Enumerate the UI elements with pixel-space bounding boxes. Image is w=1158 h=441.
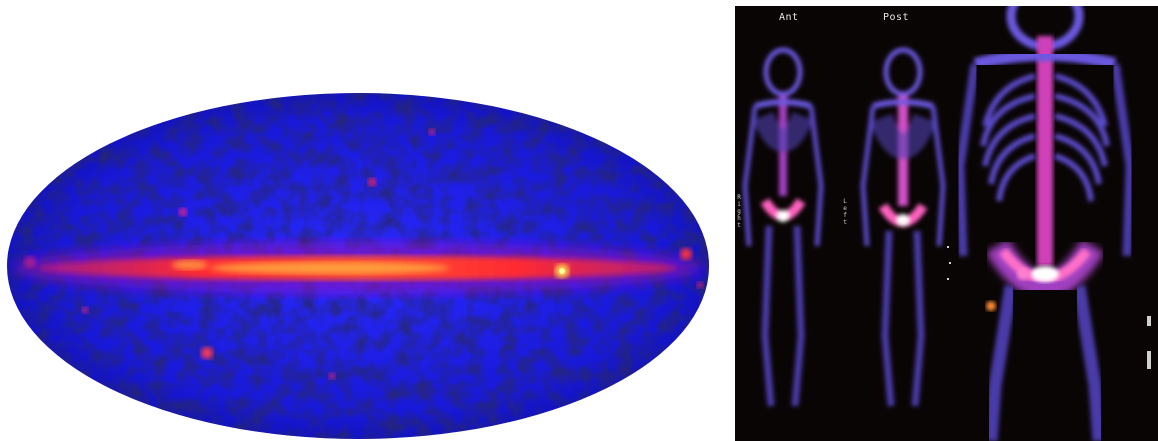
left-side-label: Left	[843, 198, 847, 226]
posterior-label: Post	[883, 12, 910, 23]
bright-source	[201, 347, 213, 359]
right-side-label: Right	[737, 194, 741, 229]
sky-map-image	[7, 93, 709, 439]
all-sky-map	[7, 93, 709, 439]
bone-scan-image: Ant Post Right Left	[735, 6, 1158, 441]
skeleton-enlarged	[955, 6, 1135, 441]
skeleton-posterior	[860, 47, 946, 407]
anterior-label: Ant	[779, 12, 799, 23]
bone-scan-graphic	[735, 6, 1158, 441]
skeleton-anterior	[742, 47, 824, 407]
bright-source	[680, 248, 692, 260]
